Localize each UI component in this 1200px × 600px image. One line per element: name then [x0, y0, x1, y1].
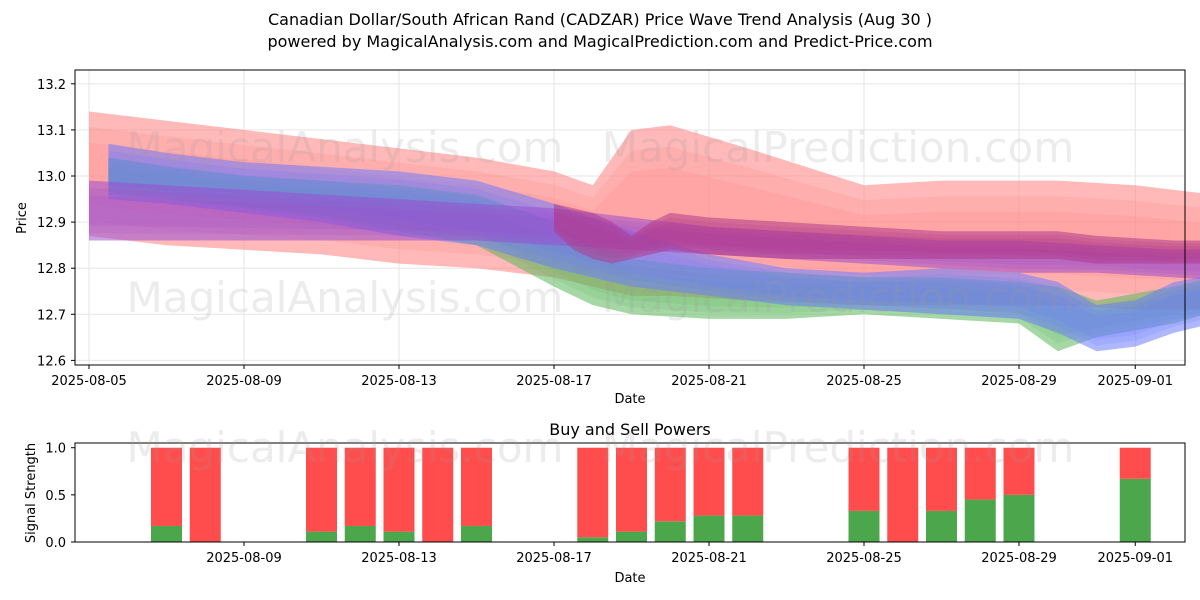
buy-bar: [577, 537, 609, 542]
magenta-band-inner-layer: [554, 210, 1200, 258]
top-xtick-label: 2025-08-05: [51, 374, 127, 389]
buy-bar: [461, 525, 492, 542]
top-ytick-label: 12.9: [37, 216, 66, 231]
watermark-prediction-mid: MagicalPrediction.com: [602, 273, 1075, 322]
top-xtick-label: 2025-09-01: [1097, 374, 1173, 389]
bottom-x-axis-label: Date: [614, 571, 645, 586]
top-ticks: 12.6 12.7 12.8 12.9 13.0 13.1 13.2 2025-08-05 20…: [37, 78, 1173, 389]
sell-bar: [848, 447, 880, 511]
sell-bar: [1119, 447, 1151, 479]
buy-bar: [1003, 494, 1035, 542]
chart-title-line1: Canadian Dollar/South African Rand (CADZ…: [268, 10, 932, 29]
top-xtick-label: 2025-08-21: [671, 374, 747, 389]
sell-bar: [577, 447, 609, 538]
top-ytick-label: 12.7: [37, 308, 66, 323]
sell-bar: [151, 447, 182, 526]
buy-bar: [693, 515, 725, 542]
top-xtick-label: 2025-08-13: [361, 374, 437, 389]
sell-bar: [887, 447, 919, 542]
top-xtick-label: 2025-08-09: [206, 374, 282, 389]
top-xtick-label: 2025-08-29: [981, 374, 1057, 389]
buy-bar: [616, 531, 647, 542]
watermark-analysis-mid: MagicalAnalysis.com: [127, 273, 564, 322]
bottom-xtick-label: 2025-08-17: [516, 551, 592, 566]
bottom-xtick-label: 2025-09-01: [1097, 551, 1173, 566]
sell-bar: [344, 447, 376, 526]
watermark-analysis-bottom: MagicalAnalysis.com: [127, 423, 564, 472]
bottom-ytick-label: 1.0: [45, 442, 66, 457]
buy-bar: [344, 525, 376, 542]
buy-bar: [848, 510, 880, 542]
top-price-bands: [89, 111, 1200, 352]
bottom-chart-title: Buy and Sell Powers: [549, 420, 711, 439]
bottom-plot-frame: [74, 442, 1186, 543]
bottom-xtick-label: 2025-08-29: [981, 551, 1057, 566]
sell-bar: [964, 447, 996, 500]
watermark-prediction-bottom: MagicalPrediction.com: [602, 423, 1075, 472]
sell-bar: [654, 447, 686, 522]
sell-bar: [693, 447, 725, 516]
buy-bar: [926, 510, 957, 542]
top-x-axis-label: Date: [614, 392, 645, 407]
top-ytick-label: 13.1: [37, 124, 66, 139]
bottom-xtick-label: 2025-08-09: [206, 551, 282, 566]
sell-bar: [189, 447, 221, 542]
top-ytick-label: 13.2: [37, 78, 66, 93]
top-ytick-label: 12.8: [37, 262, 66, 277]
magenta-band-area: [554, 203, 1200, 264]
buy-bar: [732, 515, 764, 542]
sell-bar: [383, 447, 415, 532]
top-xtick-label: 2025-08-25: [826, 374, 902, 389]
sell-bar: [306, 447, 337, 532]
sell-bar: [1003, 447, 1035, 495]
buy-bar: [654, 521, 686, 542]
sell-bar: [422, 447, 454, 542]
buy-bar: [1119, 478, 1151, 542]
chart-title-line2: powered by MagicalAnalysis.com and Magic…: [267, 32, 932, 51]
buy-bar: [151, 525, 182, 542]
top-y-axis-label: Price: [15, 202, 30, 234]
magenta-band: [554, 203, 1200, 264]
bottom-ytick-label: 0.5: [45, 489, 66, 504]
magenta-band-inner-layer: [554, 207, 1200, 261]
sell-bar: [926, 447, 957, 511]
bottom-xtick-label: 2025-08-13: [361, 551, 437, 566]
watermark-prediction-top: MagicalPrediction.com: [602, 123, 1075, 172]
buy-bar: [383, 531, 415, 542]
sell-bar: [616, 447, 647, 532]
bottom-y-axis-label: Signal Strength: [24, 443, 39, 543]
buy-bar: [964, 499, 996, 542]
sell-bar: [732, 447, 764, 516]
buy-bar: [306, 531, 337, 542]
watermark-analysis-top: MagicalAnalysis.com: [127, 123, 564, 172]
bottom-xtick-label: 2025-08-25: [826, 551, 902, 566]
top-xtick-label: 2025-08-17: [516, 374, 592, 389]
bottom-ytick-label: 0.0: [45, 536, 66, 551]
sell-bar: [461, 447, 492, 526]
bottom-xtick-label: 2025-08-21: [671, 551, 747, 566]
top-plot-frame: [74, 69, 1186, 366]
bottom-bars: [151, 447, 1151, 542]
top-ytick-label: 12.6: [37, 354, 66, 369]
bottom-ticks: 0.0 0.5 1.0 2025-08-09 2025-08-13 2025-08-17 2…: [45, 442, 1173, 566]
top-ytick-label: 13.0: [37, 170, 66, 185]
